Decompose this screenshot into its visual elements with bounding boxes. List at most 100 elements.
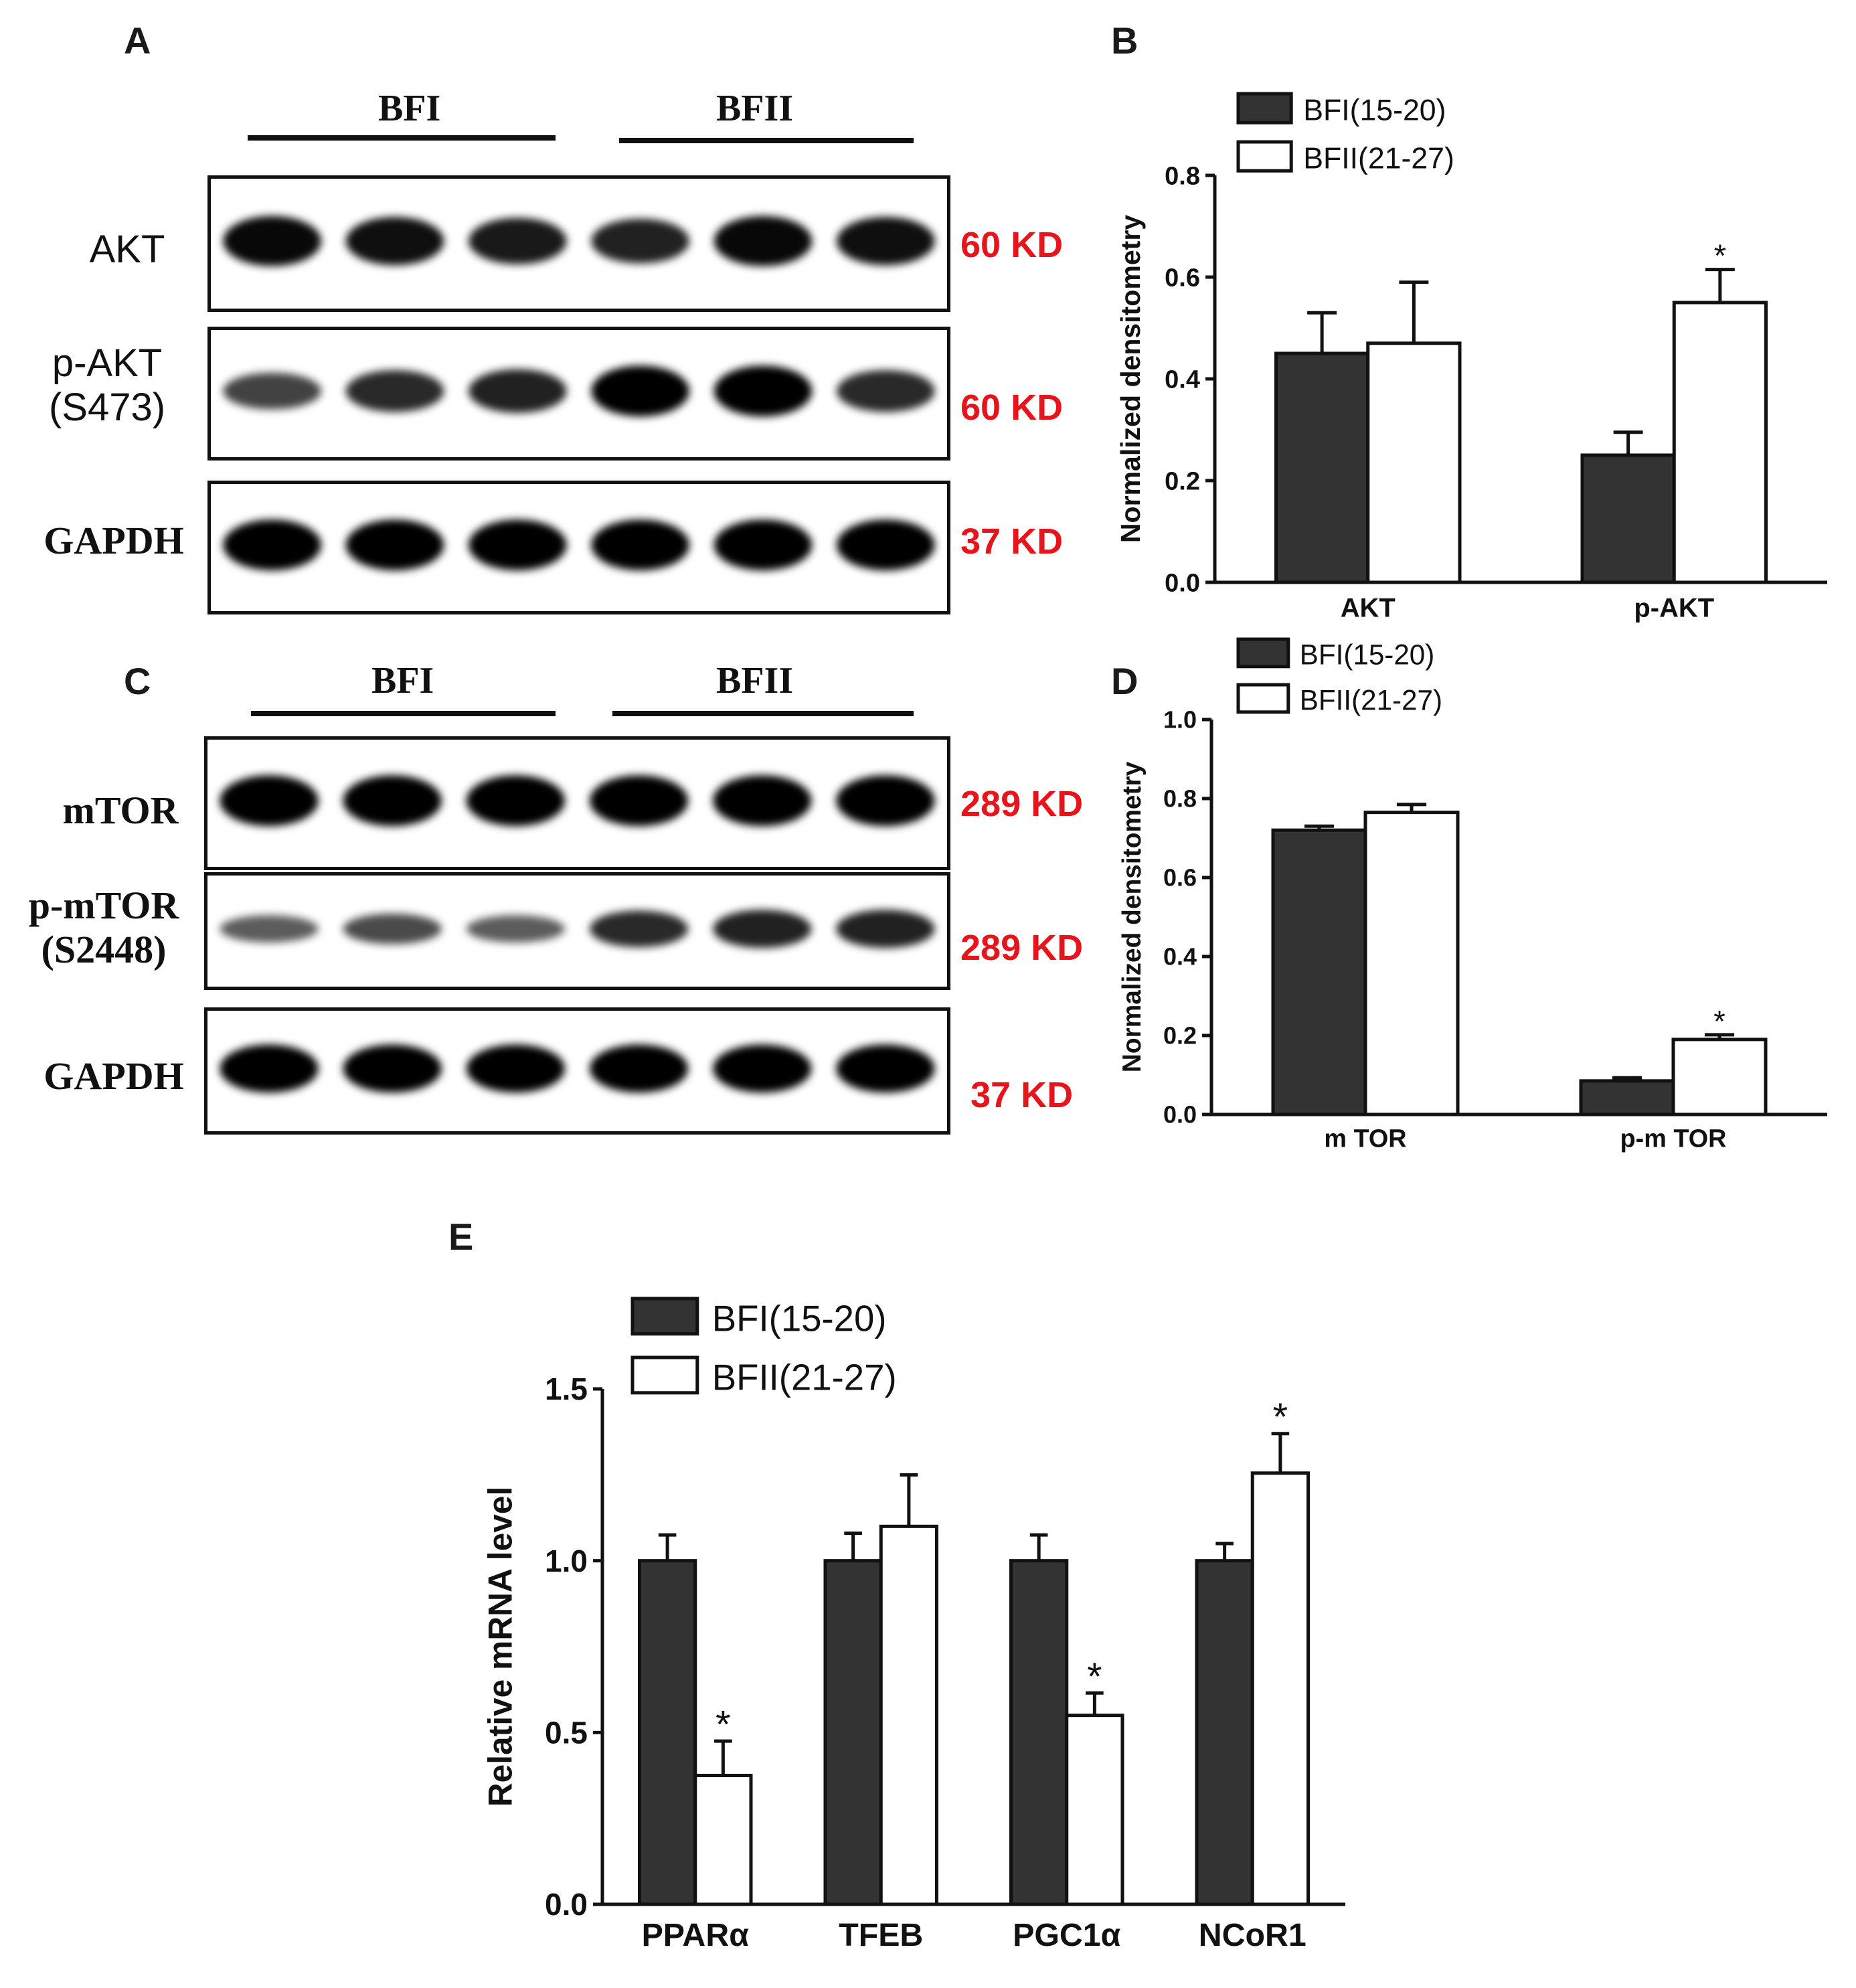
y-axis-label: Relative mRNA level (481, 1487, 519, 1807)
blot-band (220, 775, 319, 827)
panel-letter-b: B (1111, 19, 1138, 62)
y-tick-label: 0.8 (1163, 785, 1197, 813)
blot-strip-gapdh (204, 1007, 950, 1135)
blot-strip-mtor (204, 736, 950, 870)
y-tick-label: 0.2 (1163, 1022, 1197, 1050)
blot-band (713, 1044, 812, 1093)
blot-band (591, 519, 689, 571)
blot-band (466, 775, 566, 827)
blot-strip-akt (207, 175, 950, 312)
molecular-weight-gapdh: 37 KD (960, 521, 1064, 562)
blot-band (223, 519, 321, 571)
y-axis-label: Normalized densitometry (1118, 761, 1147, 1072)
y-tick-label: 0.8 (1165, 162, 1200, 190)
x-tick-label: p-AKT (1634, 593, 1714, 623)
blot-band (469, 218, 567, 264)
x-tick-label: m TOR (1324, 1125, 1406, 1153)
legend-swatch (630, 1355, 699, 1395)
blot-band (469, 369, 567, 413)
group-label-bfi: BFI (378, 88, 441, 129)
blot-band (836, 1044, 935, 1093)
bar (1363, 811, 1460, 1116)
group-label-bfii: BFII (716, 88, 794, 129)
blot-bands (223, 519, 935, 571)
blot-strip-gapdh (207, 481, 950, 614)
blot-band (220, 915, 319, 943)
significance-star: * (1714, 238, 1727, 274)
blot-band (713, 365, 813, 417)
significance-star: * (1713, 1005, 1725, 1039)
blot-band (343, 1044, 442, 1093)
legend-swatch (1236, 637, 1290, 669)
legend-label: BFI(15-20) (1300, 639, 1434, 670)
blot-bands (223, 216, 935, 266)
blot-band (223, 216, 321, 266)
blot-band (836, 910, 935, 948)
y-tick-label: 0.0 (1163, 1101, 1197, 1129)
bar (879, 1524, 938, 1906)
bar (823, 1559, 883, 1906)
legend-label: BFII(21-27) (1300, 684, 1442, 716)
blot-band (837, 217, 935, 266)
x-tick-label: NCoR1 (1199, 1917, 1306, 1953)
legend-swatch (1236, 683, 1290, 714)
legend-label: BFI(15-20) (1303, 94, 1446, 127)
blot-label-mtor: mTOR (62, 789, 179, 832)
y-tick-label: 0.0 (545, 1887, 588, 1922)
y-tick-label: 0.6 (1163, 864, 1197, 892)
y-tick-label: 0.0 (1165, 569, 1200, 597)
blot-band (343, 775, 442, 827)
bar (1271, 828, 1367, 1116)
y-axis-label: Normalized densitometry (1115, 215, 1146, 543)
y-tick-label: 0.2 (1165, 467, 1200, 495)
x-tick-label: PGC1α (1013, 1917, 1121, 1953)
blot-bands (220, 1044, 935, 1093)
panel-letter-d: D (1111, 660, 1138, 702)
group-bar-bfii (612, 711, 914, 716)
blot-band (589, 775, 689, 827)
molecular-weight-akt: 60 KD (960, 225, 1064, 265)
legend-label: BFII(21-27) (1303, 143, 1454, 175)
bar (1250, 1471, 1310, 1906)
panel-letter-e: E (448, 1216, 474, 1258)
bar (1672, 301, 1768, 584)
x-tick-label: PPARα (642, 1917, 750, 1953)
molecular-weight-gapdh: 37 KD (971, 1075, 1074, 1115)
bar (1671, 1038, 1768, 1116)
blot-band (466, 915, 566, 943)
x-tick-label: AKT (1341, 593, 1396, 623)
panel-letter-c: C (124, 660, 151, 702)
y-tick-label: 0.6 (1165, 264, 1200, 292)
blot-band (345, 369, 444, 412)
blot-strip-p-akt (207, 327, 950, 461)
blot-band (713, 216, 813, 266)
blot-band (713, 775, 812, 827)
blot-band (469, 519, 567, 571)
significance-star: * (1087, 1655, 1102, 1698)
panel-letter-a: A (124, 19, 151, 62)
bar (693, 1774, 753, 1906)
blot-bands (223, 365, 935, 417)
group-label-bfii: BFII (716, 660, 794, 701)
molecular-weight-p-mtor: 289 KD (960, 928, 1084, 968)
blot-label-gapdh: GAPDH (44, 1054, 184, 1098)
legend-swatch (630, 1297, 699, 1336)
blot-band (223, 372, 321, 410)
blot-band (589, 1044, 689, 1093)
blot-band (220, 1044, 319, 1093)
blot-band (837, 519, 935, 571)
group-bar-bfi (251, 711, 556, 716)
y-tick-label: 1.5 (545, 1372, 588, 1406)
molecular-weight-mtor: 289 KD (960, 784, 1084, 824)
group-bar-bfii (619, 138, 914, 143)
legend-label: BFI(15-20) (712, 1298, 887, 1339)
blot-band (466, 1044, 566, 1093)
bar (1195, 1559, 1254, 1906)
x-tick-label: TFEB (839, 1917, 923, 1953)
blot-band (836, 775, 935, 827)
x-tick-label: p-m TOR (1620, 1125, 1727, 1153)
group-label-bfi: BFI (371, 660, 434, 701)
blot-band (713, 519, 813, 571)
blot-bands (220, 775, 935, 827)
